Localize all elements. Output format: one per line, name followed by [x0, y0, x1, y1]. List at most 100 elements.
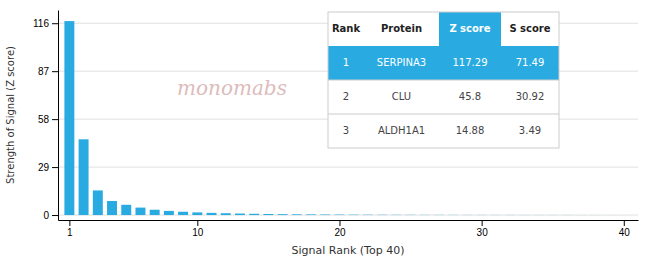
bar — [306, 214, 316, 216]
bar — [135, 208, 145, 215]
y-tick-label: 0 — [43, 210, 49, 221]
x-tick-label: 30 — [477, 227, 489, 238]
bar — [391, 214, 401, 215]
y-axis-title: Strength of Signal (Z score) — [5, 46, 16, 184]
table-cell: 14.88 — [456, 125, 485, 136]
y-axis-line — [58, 11, 59, 221]
table-cell: SERPINA3 — [377, 57, 426, 68]
bars — [64, 21, 628, 215]
bar — [150, 210, 160, 215]
x-tick-mark — [624, 220, 625, 226]
x-tick: 20 — [334, 220, 346, 238]
table-row-bg — [328, 46, 559, 80]
bar — [491, 214, 501, 215]
y-tick: 29 — [38, 162, 58, 173]
y-tick-mark — [52, 215, 58, 216]
x-tick: 1 — [67, 220, 73, 238]
table-cell: 2 — [343, 91, 349, 102]
table-cell: 45.8 — [459, 91, 481, 102]
table-cell: 3 — [343, 125, 349, 136]
plot-area: 1 10 20 30 40 0 29 58 87 116 — [33, 11, 638, 239]
x-axis: 1 10 20 30 40 — [59, 220, 639, 238]
bar — [79, 139, 89, 215]
bar — [406, 214, 416, 215]
x-tick: 40 — [619, 220, 631, 238]
bar — [377, 214, 387, 215]
table-header: Z score — [449, 23, 490, 34]
bar — [548, 214, 558, 215]
bar — [93, 190, 103, 215]
bar — [164, 211, 174, 215]
table-border — [328, 12, 559, 148]
table-separator — [328, 80, 559, 81]
y-tick: 0 — [43, 210, 58, 221]
x-tick-label: 20 — [334, 227, 346, 238]
bar — [334, 214, 344, 215]
x-axis-title: Signal Rank (Top 40) — [292, 244, 405, 257]
y-tick-label: 58 — [38, 114, 50, 125]
bar — [107, 201, 117, 215]
bar — [619, 215, 629, 216]
table-cell: 117.29 — [453, 57, 488, 68]
bar — [576, 214, 586, 215]
y-tick-mark — [52, 71, 58, 72]
bar — [192, 212, 202, 215]
y-tick-label: 87 — [38, 66, 50, 77]
chart: 1 10 20 30 40 0 29 58 87 116 Signal Rank (Top 40) S… — [0, 0, 650, 260]
y-tick: 116 — [33, 18, 58, 29]
bar — [477, 214, 487, 215]
bar — [590, 214, 600, 215]
table-header-bg — [328, 12, 559, 46]
bar — [562, 214, 572, 215]
grid-line — [58, 167, 638, 168]
bar — [505, 214, 515, 215]
table-cell: ALDH1A1 — [378, 125, 425, 136]
bar — [448, 214, 458, 215]
x-tick: 10 — [192, 220, 204, 238]
x-tick-label: 40 — [619, 227, 631, 238]
y-tick: 87 — [38, 66, 58, 77]
y-tick: 58 — [38, 114, 58, 125]
x-tick-label: 10 — [192, 227, 204, 238]
table-header-highlight — [439, 12, 501, 46]
x-tick-mark — [69, 220, 70, 226]
bar — [263, 214, 273, 215]
table-header: Protein — [381, 23, 422, 34]
bar — [519, 214, 529, 215]
bar — [121, 205, 131, 215]
bar — [292, 214, 302, 216]
bar — [178, 212, 188, 215]
bar — [349, 214, 359, 215]
y-axis: 0 29 58 87 116 — [33, 11, 58, 221]
table-cell: 30.92 — [516, 91, 545, 102]
bar — [249, 214, 259, 215]
y-tick-mark — [52, 167, 58, 168]
table-header: Rank — [332, 23, 361, 34]
table-row-bg — [328, 80, 559, 114]
x-tick-mark — [197, 220, 198, 226]
bar — [221, 213, 231, 215]
grid — [58, 23, 638, 215]
table-cell: 1 — [343, 57, 349, 68]
bar — [64, 21, 74, 215]
bar — [420, 214, 430, 215]
bar — [320, 214, 330, 216]
bar — [235, 214, 245, 215]
bar — [462, 214, 472, 215]
x-tick: 30 — [477, 220, 489, 238]
table-row-bg — [328, 114, 559, 148]
bar — [363, 214, 373, 215]
bar — [534, 214, 544, 215]
x-tick-label: 1 — [67, 227, 73, 238]
table-cell: CLU — [392, 91, 411, 102]
watermark: monomabs — [177, 76, 287, 100]
bar — [605, 215, 615, 216]
x-tick-mark — [339, 220, 340, 226]
x-tick-mark — [482, 220, 483, 226]
x-axis-line — [59, 220, 639, 221]
table-cell: 3.49 — [519, 125, 541, 136]
bar — [207, 213, 217, 215]
table-separator — [328, 114, 559, 115]
table: RankProteinZ scoreS score1SERPINA3117.29… — [328, 12, 559, 148]
y-tick-mark — [52, 23, 58, 24]
